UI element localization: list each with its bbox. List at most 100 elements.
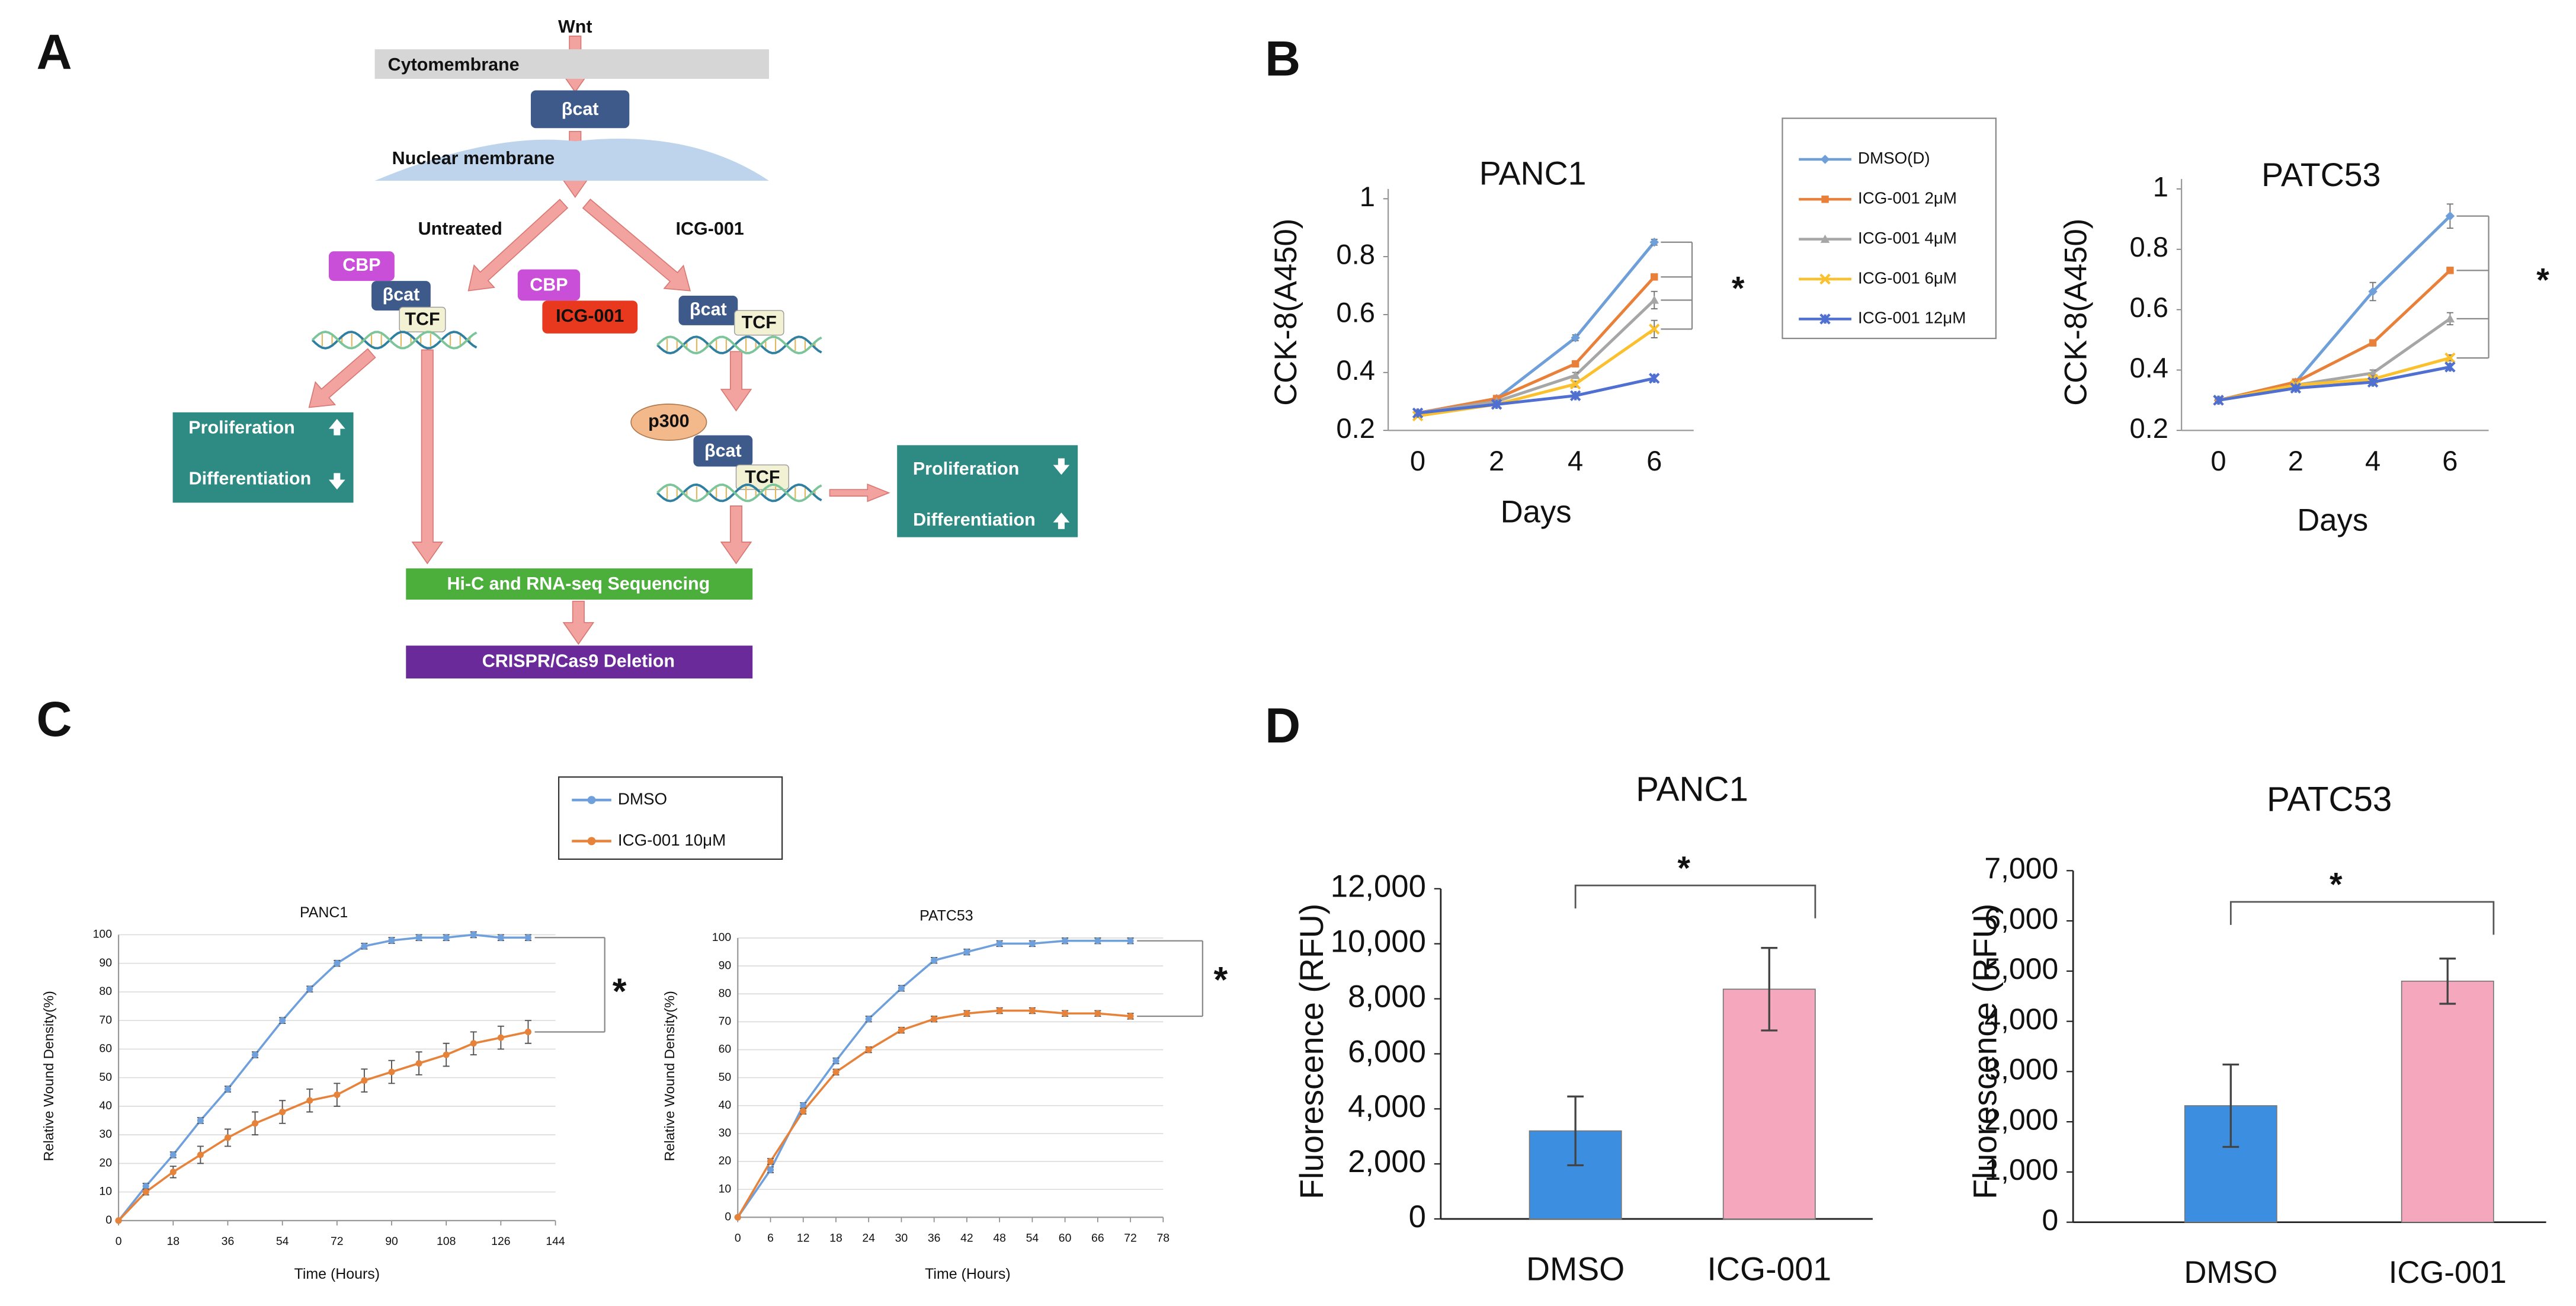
marker [832,1057,840,1064]
y-tick-label: 20 [99,1156,112,1169]
y-tick-label: 0.2 [2129,412,2168,444]
marker [115,1217,122,1224]
marker [2369,339,2377,347]
dna-strand [656,483,822,502]
x-tick-label: 24 [862,1231,875,1244]
dna-strand [656,483,822,502]
y-tick-label: 90 [99,956,112,969]
legend-label: ICG-001 10μM [618,831,726,849]
legend-label: ICG-001 6μM [1858,268,1957,287]
marker [252,1051,259,1058]
label: CRISPR/Cas9 Deletion [482,651,675,671]
marker [497,934,504,941]
marker [306,1097,313,1104]
label: Untreated [418,219,502,239]
marker [415,934,422,941]
marker [334,960,341,967]
legend-label: DMSO [618,789,667,808]
y-tick-label: 80 [99,985,112,998]
box [734,310,784,336]
x-tick-label: 126 [491,1235,510,1248]
marker [279,1017,286,1024]
y-tick-label: 100 [93,928,113,941]
y-axis-label: Relative Wound Density(%) [662,991,677,1161]
marker [1571,370,1580,379]
marker [415,1059,422,1067]
marker [443,1051,450,1058]
chart-title: PATC53 [2267,780,2392,818]
marker [306,985,313,993]
y-tick-label: 0 [1409,1199,1426,1234]
y-tick-label: 6,000 [1348,1034,1426,1069]
y-tick-label: 4,000 [1348,1089,1426,1124]
marker [1569,378,1581,390]
series-line [2218,365,2450,402]
x-tick-label: 66 [1091,1231,1104,1244]
x-tick-label: 6 [1646,445,1662,476]
marker [197,1117,204,1124]
x-tick-label: 0 [735,1231,741,1244]
outcome-box [172,412,354,503]
marker [963,1010,970,1017]
box [678,296,738,325]
step-box [406,568,753,600]
y-tick-label: 60 [719,1043,732,1056]
label: CBP [342,255,380,275]
marker [1491,399,1502,410]
panel-label: B [1265,31,1300,86]
x-tick-label: 2 [1489,445,1504,476]
x-tick-label: 108 [437,1235,456,1248]
cytomembrane [374,49,769,79]
legend-label: ICG-001 2μM [1858,189,1957,207]
y-axis-label: Fluorescence (RFU) [1293,904,1330,1199]
x-tick-label: 6 [767,1231,774,1244]
y-tick-label: 1 [1360,181,1375,212]
label: Nuclear membrane [392,148,555,168]
marker [1029,1007,1036,1014]
marker [1412,407,1424,419]
x-tick-label: 72 [331,1235,344,1248]
series-line [736,939,1131,1218]
marker [169,1169,177,1176]
marker [898,985,905,992]
label: βcat [690,299,727,319]
marker [361,1077,368,1084]
bracket [1574,884,1816,918]
marker [800,1107,807,1115]
down-icon [1053,458,1070,475]
y-tick-label: 40 [719,1099,732,1112]
y-tick-label: 40 [99,1099,112,1112]
x-tick-label: 18 [166,1235,180,1248]
dna-strand [311,331,478,350]
box [693,435,753,467]
marker [142,1189,149,1196]
marker [996,940,1003,947]
marker [767,1166,774,1173]
marker [1094,1010,1101,1017]
marker [524,934,531,941]
error-bar [1567,1095,1584,1167]
marker [1571,360,1579,368]
y-tick-label: 8,000 [1348,979,1426,1014]
y-tick-label: 60 [99,1042,112,1055]
marker [898,1026,905,1034]
x-tick-label: 72 [1124,1231,1137,1244]
dna-strand [656,335,822,354]
marker [497,1034,504,1041]
legend-marker [587,796,596,805]
x-tick-label: 54 [276,1235,289,1248]
x-tick-label: 18 [829,1231,842,1244]
chart-title: PATC53 [2261,156,2380,193]
marker [2444,352,2456,364]
box [371,281,431,311]
marker [2446,267,2454,274]
x-tick-label: 48 [993,1231,1006,1244]
label: Proliferation [188,418,295,438]
y-tick-label: 3,000 [1984,1053,2058,1086]
marker [1127,937,1134,945]
annotation: * [613,971,627,1011]
annotation: * [2330,866,2343,903]
annotation: * [1677,850,1690,886]
x-tick-label: 2 [2288,445,2303,476]
